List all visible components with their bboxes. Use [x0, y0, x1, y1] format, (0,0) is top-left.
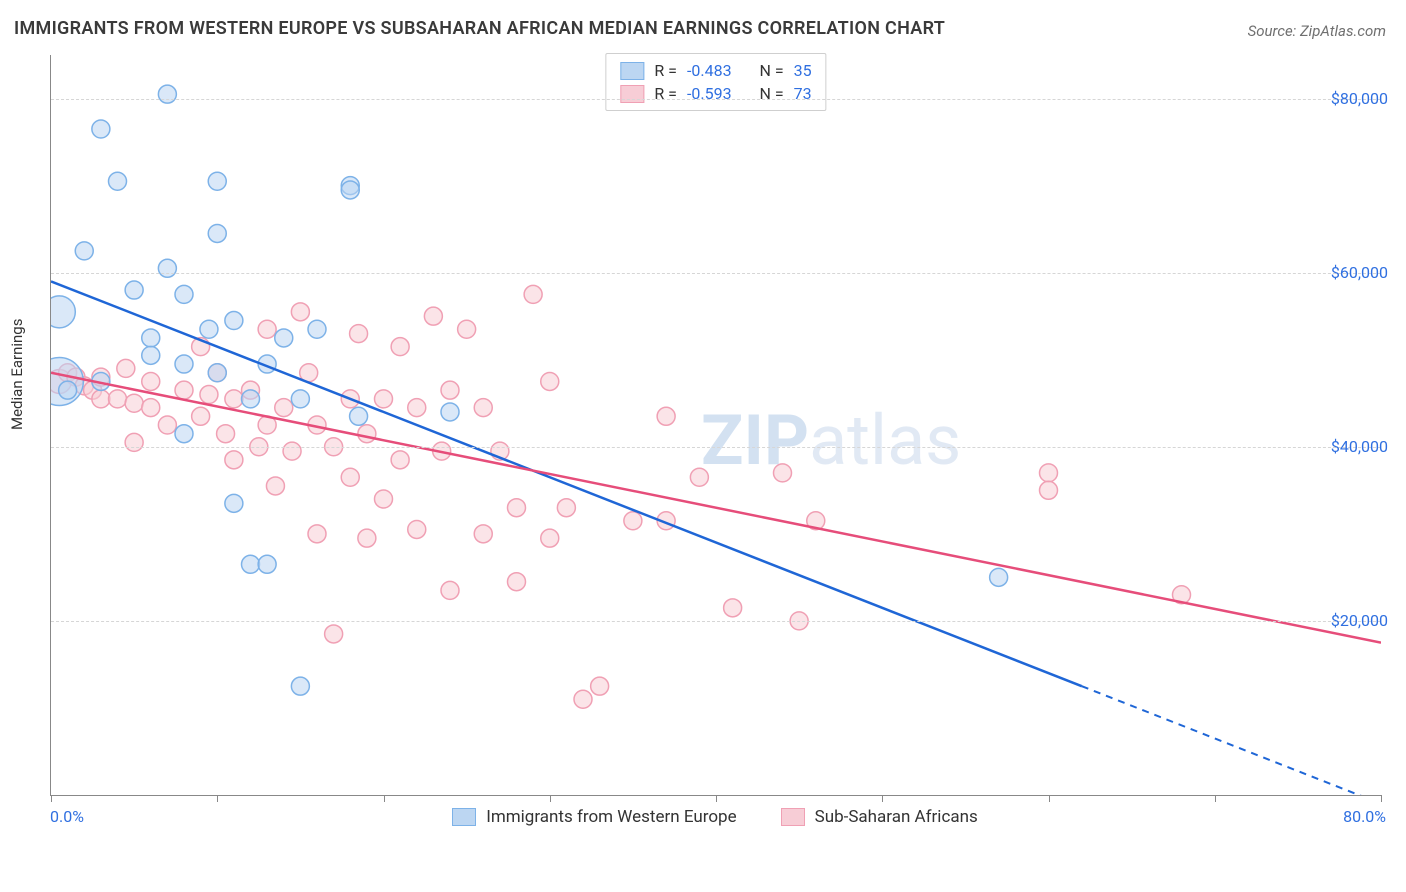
chart-container: IMMIGRANTS FROM WESTERN EUROPE VS SUBSAH… — [0, 0, 1406, 892]
chart-title: IMMIGRANTS FROM WESTERN EUROPE VS SUBSAH… — [14, 18, 945, 39]
source-prefix: Source: — [1248, 22, 1300, 40]
scatter-svg — [51, 55, 1381, 795]
legend-label-pink: Sub-Saharan Africans — [815, 807, 978, 827]
x-tick — [384, 795, 385, 802]
gridline — [51, 273, 1381, 274]
x-tick — [51, 795, 52, 802]
y-tick-label: $40,000 — [1331, 437, 1388, 456]
x-tick — [217, 795, 218, 802]
gridline — [51, 99, 1381, 100]
swatch-blue — [452, 808, 476, 826]
legend-item-blue: Immigrants from Western Europe — [452, 807, 736, 827]
x-tick — [716, 795, 717, 802]
x-tick — [882, 795, 883, 802]
y-tick-label: $60,000 — [1331, 263, 1388, 282]
plot-area: ZIPatlas R = -0.483 N = 35 R = -0.593 N … — [50, 55, 1381, 796]
source-name: ZipAtlas.com — [1300, 22, 1386, 40]
source-attribution: Source: ZipAtlas.com — [1248, 22, 1386, 40]
x-tick — [1215, 795, 1216, 802]
gridline — [51, 621, 1381, 622]
y-axis-label: Median Earnings — [8, 319, 26, 430]
swatch-pink — [781, 808, 805, 826]
legend-item-pink: Sub-Saharan Africans — [781, 807, 978, 827]
x-tick — [1381, 795, 1382, 802]
y-tick-label: $80,000 — [1331, 89, 1388, 108]
series-legend: Immigrants from Western Europe Sub-Sahar… — [50, 807, 1380, 827]
gridline — [51, 447, 1381, 448]
legend-label-blue: Immigrants from Western Europe — [486, 807, 736, 827]
x-tick — [550, 795, 551, 802]
y-tick-label: $20,000 — [1331, 611, 1388, 630]
x-tick — [1049, 795, 1050, 802]
